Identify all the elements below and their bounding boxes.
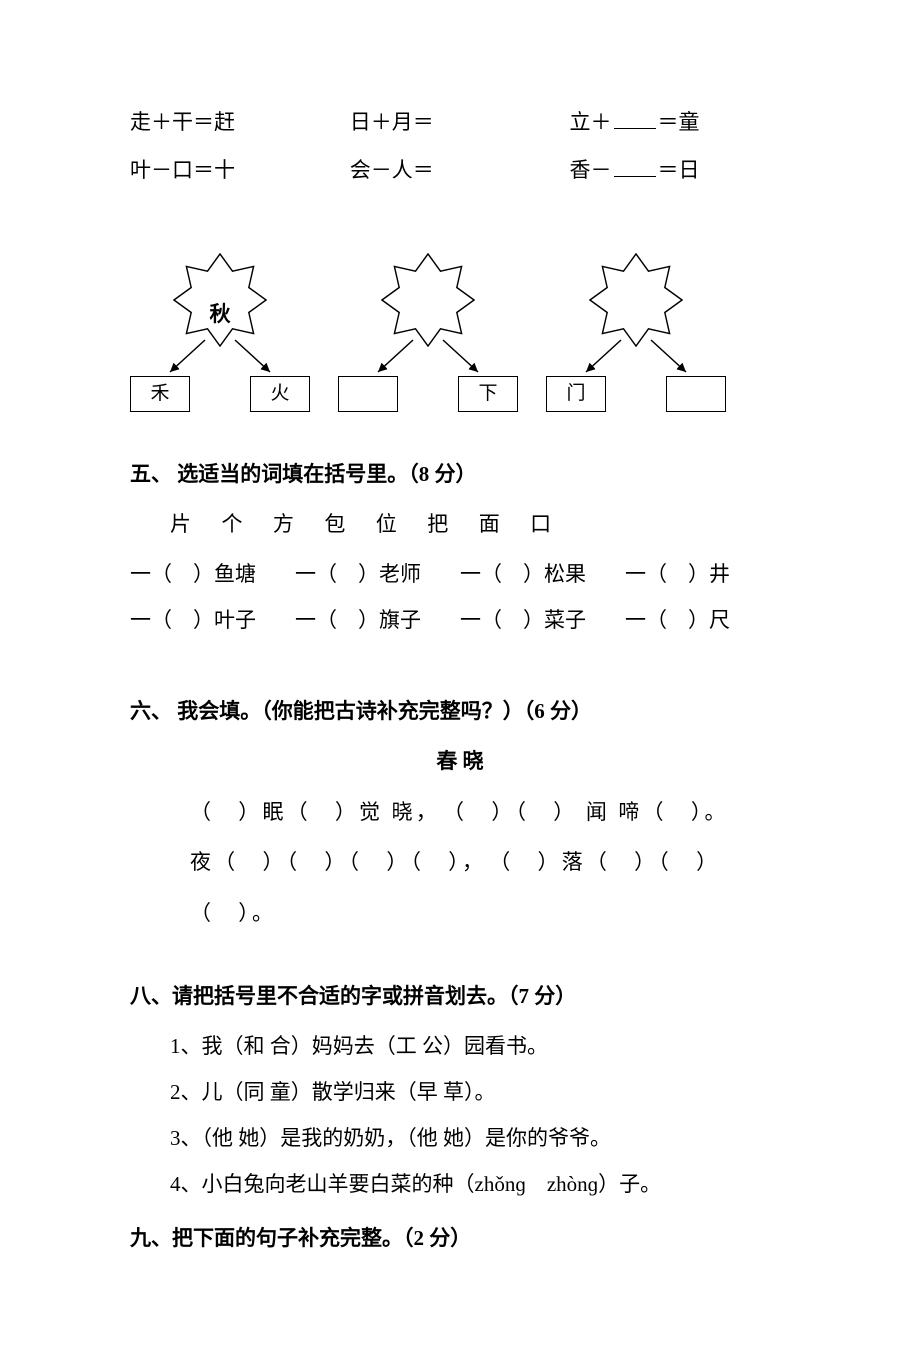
- blank-field[interactable]: [614, 107, 656, 129]
- word-options: 片 个 方 包 位 把 面 口: [130, 502, 790, 546]
- equation-text: 香－: [570, 158, 612, 182]
- component-box[interactable]: 门: [546, 376, 606, 412]
- equation-cell: 叶－口＝十: [130, 148, 350, 192]
- section-9-title: 九、把下面的句子补充完整。（2 分）: [130, 1216, 790, 1260]
- result-boxes: 禾 火: [130, 376, 310, 412]
- poem-title: 春 晓: [130, 739, 790, 783]
- result-boxes: 下: [338, 376, 518, 412]
- component-box[interactable]: 下: [458, 376, 518, 412]
- question-item[interactable]: 2、儿（同 童）散学归来（早 草）。: [130, 1070, 790, 1114]
- blank-field[interactable]: [614, 155, 656, 177]
- component-box[interactable]: [338, 376, 398, 412]
- character-split-diagram: 门: [546, 252, 726, 412]
- fill-cell[interactable]: 一（ ）井: [625, 552, 790, 596]
- fill-cell[interactable]: 一（ ）菜子: [460, 598, 625, 642]
- section-5-title: 五、 选适当的词填在括号里。（8 分）: [130, 452, 790, 496]
- fill-cell[interactable]: 一（ ）尺: [625, 598, 790, 642]
- fill-cell[interactable]: 一（ ）松果: [460, 552, 625, 596]
- fill-cell[interactable]: 一（ ）鱼塘: [130, 552, 295, 596]
- equation-text: ＝日: [658, 158, 700, 182]
- question-item[interactable]: 3、（他 她）是我的奶奶，（他 她）是你的爷爷。: [130, 1116, 790, 1160]
- question-item[interactable]: 4、小白兔向老山羊要白菜的种（zhǒnɡ zhònɡ）子。: [130, 1162, 790, 1206]
- equation-cell: 走＋干＝赶: [130, 100, 350, 144]
- component-box[interactable]: 火: [250, 376, 310, 412]
- equation-block: 走＋干＝赶 日＋月＝ 立＋ ＝童 叶－口＝十 会－人＝ 香－ ＝日: [130, 100, 790, 192]
- fill-cell[interactable]: 一（ ）旗子: [295, 598, 460, 642]
- equation-text: ＝童: [658, 110, 700, 134]
- section-8-title: 八、请把括号里不合适的字或拼音划去。（7 分）: [130, 974, 790, 1018]
- equation-cell: 香－ ＝日: [570, 148, 790, 192]
- result-boxes: 门: [546, 376, 726, 412]
- fill-cell[interactable]: 一（ ）老师: [295, 552, 460, 596]
- component-box[interactable]: 禾: [130, 376, 190, 412]
- character-split-diagram: 秋 禾 火: [130, 252, 310, 412]
- question-item[interactable]: 1、我（和 合）妈妈去（工 公）园看书。: [130, 1024, 790, 1068]
- equation-cell: 日＋月＝: [350, 100, 570, 144]
- equation-row: 叶－口＝十 会－人＝ 香－ ＝日: [130, 148, 790, 192]
- character-split-diagram: 下: [338, 252, 518, 412]
- poem-line[interactable]: （ ）眠（ ）觉 晓， （ ）（ ） 闻 啼（ ）。: [130, 787, 790, 837]
- equation-cell: 立＋ ＝童: [570, 100, 790, 144]
- worksheet-page: 走＋干＝赶 日＋月＝ 立＋＝童 叶－口＝十 会－人＝ 香－＝日 秋: [0, 0, 920, 1366]
- fill-row: 一（ ）叶子 一（ ）旗子 一（ ）菜子 一（ ）尺: [130, 598, 790, 642]
- equation-cell: 会－人＝: [350, 148, 570, 192]
- fill-cell[interactable]: 一（ ）叶子: [130, 598, 295, 642]
- component-box[interactable]: [666, 376, 726, 412]
- poem-line[interactable]: 夜（ ）（ ）（ ）（ ）， （ ）落（ ）（ ）（ ）。: [130, 837, 790, 938]
- fill-row: 一（ ）鱼塘 一（ ）老师 一（ ）松果 一（ ）井: [130, 552, 790, 596]
- section-6-title: 六、 我会填。（你能把古诗补充完整吗？）（6 分）: [130, 689, 790, 733]
- equation-text: 立＋: [570, 110, 612, 134]
- equation-row: 走＋干＝赶 日＋月＝ 立＋ ＝童: [130, 100, 790, 144]
- diagram-row: 秋 禾 火 下: [130, 252, 790, 412]
